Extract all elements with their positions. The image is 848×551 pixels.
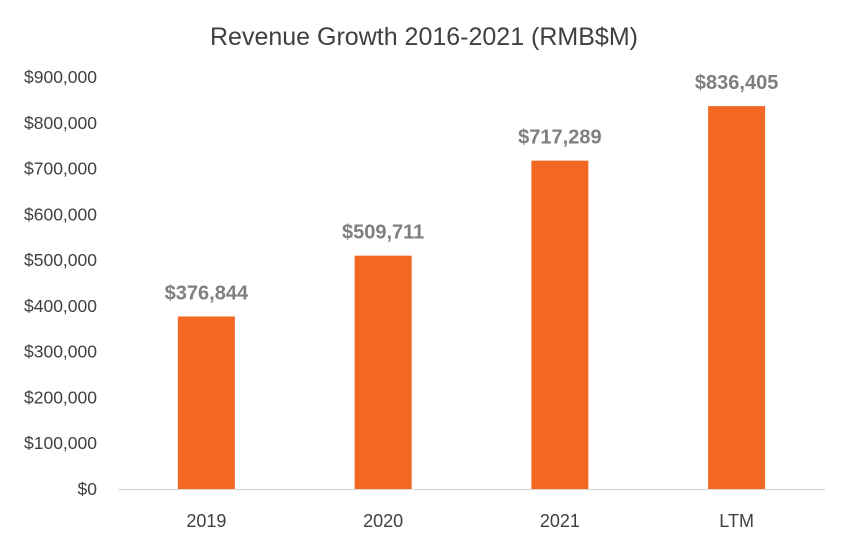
data-labels: $376,844 $509,711 $717,289 $836,405 [165, 72, 779, 304]
bar-value-label: $717,289 [518, 127, 601, 149]
x-tick-label: 2020 [363, 511, 403, 531]
bar [531, 160, 589, 489]
bar-value-label: $836,405 [695, 72, 778, 94]
x-axis-ticks: 2019 2020 2021 LTM [186, 511, 754, 531]
bar [708, 106, 766, 490]
y-tick-label: $400,000 [24, 296, 97, 316]
y-tick-label: $200,000 [24, 387, 97, 407]
y-tick-label: $0 [78, 479, 98, 499]
bar-value-label: $376,844 [165, 282, 249, 304]
bar-series [177, 106, 766, 490]
bar-value-label: $509,711 [342, 222, 424, 244]
chart-title: Revenue Growth 2016-2021 (RMB$M) [210, 23, 638, 51]
x-tick-label: 2021 [540, 511, 580, 531]
y-tick-label: $800,000 [24, 113, 97, 133]
y-tick-label: $100,000 [24, 433, 97, 453]
bar [177, 316, 235, 489]
y-tick-label: $600,000 [24, 204, 97, 224]
y-tick-label: $300,000 [24, 342, 97, 362]
x-tick-label: 2019 [186, 511, 226, 531]
y-tick-label: $700,000 [24, 159, 97, 179]
y-tick-label: $500,000 [24, 250, 97, 270]
bar [354, 255, 412, 489]
y-axis-ticks: $0 $100,000 $200,000 $300,000 $400,000 $500,0… [24, 67, 97, 499]
x-tick-label: LTM [719, 511, 754, 531]
y-tick-label: $900,000 [24, 67, 97, 87]
